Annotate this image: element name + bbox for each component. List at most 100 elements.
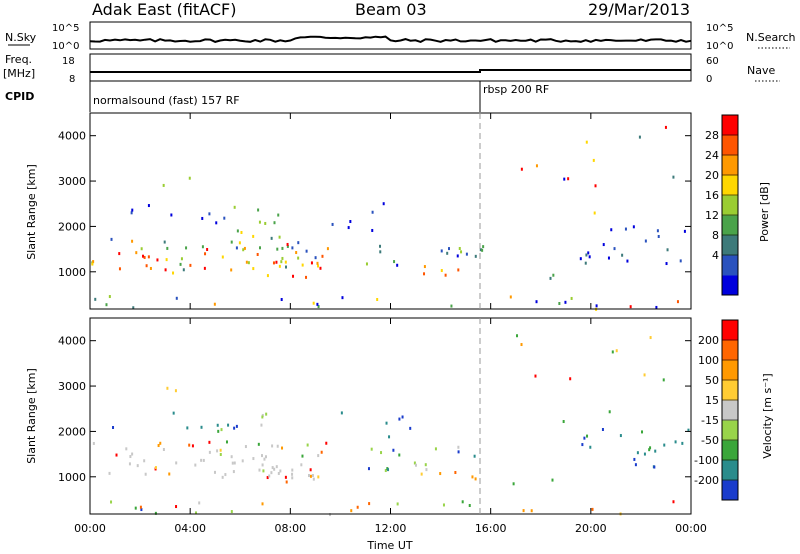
echo-cell — [285, 480, 288, 484]
echo-cell — [558, 302, 561, 306]
echo-cell — [654, 449, 657, 453]
colorbar-tick-label: 100 — [698, 354, 719, 367]
echo-cell — [147, 255, 150, 259]
echo-cell — [420, 472, 423, 476]
echo-cell — [674, 440, 677, 444]
echo-cell — [382, 202, 385, 206]
echo-cell — [216, 423, 219, 427]
echo-cell — [479, 248, 482, 252]
echo-cell — [632, 225, 635, 229]
echo-cell — [653, 465, 656, 469]
echo-cell — [230, 240, 233, 244]
y-tick-label: 1000 — [58, 471, 86, 484]
echo-cell — [629, 305, 632, 309]
echo-cell — [414, 463, 417, 467]
echo-cell — [144, 472, 147, 476]
echo-cell — [655, 305, 658, 309]
echo-cell — [512, 482, 515, 486]
echo-cell — [643, 452, 646, 456]
echo-cell — [281, 446, 284, 450]
y-tick-label: 4000 — [58, 335, 86, 348]
echo-cell — [321, 254, 324, 258]
echo-cell — [291, 468, 294, 472]
echo-cell — [188, 443, 191, 447]
nsky-series-line — [89, 35, 692, 43]
colorbar-swatch — [722, 440, 738, 461]
velocity-colorbar-label: Velocity [m s⁻¹] — [761, 373, 774, 458]
echo-cell — [108, 471, 111, 475]
echo-cell — [278, 264, 281, 268]
echo-cell — [300, 463, 303, 467]
echo-cell — [165, 258, 168, 262]
colorbar-tick-label: 8 — [712, 229, 719, 242]
echo-cell — [520, 343, 523, 347]
nsky-panel-frame — [89, 21, 692, 50]
colorbar-tick-label: -15 — [701, 414, 719, 427]
echo-cell — [295, 251, 298, 255]
echo-cell — [564, 300, 567, 304]
echo-cell — [319, 266, 322, 270]
y-tick-label: 3000 — [58, 175, 86, 188]
echo-cell — [409, 426, 412, 430]
echo-cell — [448, 247, 451, 251]
echo-cell — [281, 246, 284, 250]
echo-cell — [118, 267, 121, 271]
echo-cell — [185, 246, 188, 250]
velocity-y-label: Slant Range [km] — [25, 368, 38, 464]
echo-cell — [356, 505, 359, 509]
echo-cell — [227, 423, 230, 427]
echo-cell — [92, 260, 95, 264]
echo-cell — [156, 258, 159, 262]
echo-cell — [567, 177, 570, 181]
y-tick-label: 3000 — [58, 380, 86, 393]
echo-cell — [200, 425, 203, 429]
power-colorbar-label: Power [dB] — [758, 182, 771, 242]
velocity-heatmap — [92, 334, 690, 517]
echo-cell — [149, 266, 152, 270]
echo-cell — [376, 298, 379, 302]
echo-cell — [225, 440, 228, 444]
echo-cell — [186, 426, 189, 430]
echo-cell — [292, 274, 295, 278]
echo-cell — [166, 246, 169, 250]
echo-cell — [268, 474, 271, 478]
echo-cell — [380, 451, 383, 455]
echo-cell — [457, 268, 460, 272]
echo-cell — [91, 262, 94, 266]
colorbar-swatch — [722, 195, 738, 216]
colorbar-tick-label: 50 — [705, 374, 719, 387]
colorbar-tick-label: -50 — [701, 434, 719, 447]
echo-cell — [592, 158, 595, 162]
echo-cell — [367, 467, 370, 471]
echo-cell — [252, 267, 255, 271]
echo-cell — [174, 389, 177, 393]
echo-cell — [281, 256, 284, 260]
echo-cell — [371, 228, 374, 232]
echo-cell — [679, 259, 682, 263]
colorbar-tick-label: 12 — [705, 209, 719, 222]
echo-cell — [223, 216, 226, 220]
echo-cell — [341, 296, 344, 300]
colorbar-swatch — [722, 235, 738, 256]
echo-cell — [240, 231, 243, 235]
y-tick-label: 1000 — [58, 266, 86, 279]
echo-cell — [305, 249, 308, 253]
echo-cell — [317, 475, 320, 479]
echo-cell — [450, 304, 453, 308]
echo-cell — [154, 466, 157, 470]
echo-cell — [666, 248, 669, 252]
echo-cell — [263, 457, 266, 461]
echo-cell — [588, 255, 591, 259]
echo-cell — [191, 444, 194, 448]
echo-cell — [235, 424, 238, 428]
echo-cell — [634, 463, 637, 467]
beam-title: Beam 03 — [355, 0, 427, 19]
echo-cell — [208, 450, 211, 454]
echo-cell — [317, 305, 320, 309]
echo-cell — [115, 453, 118, 457]
echo-cell — [108, 295, 111, 299]
echo-cell — [593, 211, 596, 215]
echo-cell — [316, 302, 319, 306]
freq-panel-frame — [89, 53, 692, 82]
echo-cell — [535, 300, 538, 304]
